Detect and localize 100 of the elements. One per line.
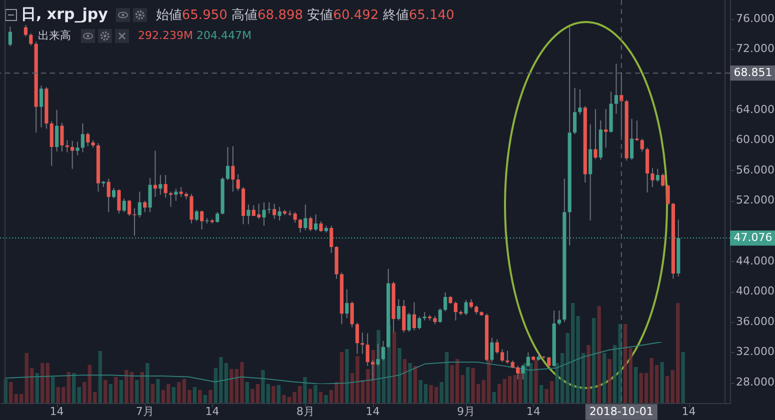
bar: [229, 369, 233, 403]
bar: [466, 367, 470, 403]
candlestick: [278, 206, 282, 221]
bar: [156, 379, 160, 403]
bar: [492, 392, 496, 403]
y-tick-label: 36.000: [736, 314, 774, 328]
candlestick: [148, 178, 152, 213]
candlestick: [65, 140, 69, 153]
annotation: 始値65.950 高値68.898 安値60.492 終値65.140: [156, 8, 454, 23]
bar: [208, 390, 212, 403]
candlestick: [521, 364, 525, 380]
candlestick: [143, 200, 147, 213]
candlestick: [319, 220, 323, 232]
bar: [439, 382, 443, 403]
candlestick: [272, 203, 276, 220]
bar: [140, 372, 144, 403]
candlestick: [314, 214, 318, 232]
candlestick: [117, 188, 121, 214]
candlestick: [226, 146, 230, 181]
candlestick: [650, 168, 654, 188]
candlestick: [168, 191, 173, 208]
candlestick: [578, 88, 582, 115]
bar: [45, 363, 50, 403]
candlestick: [308, 216, 312, 232]
bar: [276, 385, 280, 403]
y-tick-label: 56.000: [736, 163, 774, 176]
bar: [192, 387, 196, 403]
candlestick: [360, 332, 364, 354]
candlestick: [661, 172, 665, 187]
candlestick: [366, 332, 370, 366]
candlestick: [495, 338, 499, 354]
bar: [82, 382, 86, 403]
candlestick: [158, 174, 162, 196]
candlestick: [407, 312, 411, 332]
candlestick: [8, 26, 12, 47]
bar: [171, 387, 176, 403]
candlestick: [350, 300, 354, 328]
bar: [313, 385, 317, 403]
bar: [250, 389, 254, 403]
candlestick: [594, 108, 598, 160]
bar: [586, 345, 590, 403]
y-tick-label: 40.000: [736, 284, 774, 298]
bar: [76, 387, 81, 403]
y-tick-label: 76.000: [736, 12, 774, 25]
candlestick: [194, 209, 198, 222]
candlestick: [267, 202, 271, 214]
candlestick: [500, 348, 504, 363]
x-tick-label: 9月: [457, 405, 476, 418]
bar: [66, 372, 70, 403]
bar: [318, 392, 322, 403]
y-tick-label: 44.000: [736, 254, 774, 268]
candlestick: [174, 188, 178, 202]
candlestick: [474, 304, 478, 315]
x-tick-label: 14: [526, 405, 540, 418]
candlestick: [604, 108, 608, 148]
x-tick-label: 14: [50, 405, 64, 418]
bar: [8, 382, 12, 403]
bar: [602, 353, 606, 403]
candlestick: [231, 146, 235, 192]
y-tick-label: 60.000: [736, 133, 774, 146]
bar: [244, 382, 249, 403]
candlestick: [246, 204, 250, 225]
candlestick: [355, 322, 360, 354]
candlestick: [345, 288, 349, 319]
y-tick-label: 28.000: [736, 376, 774, 389]
candlestick: [55, 109, 59, 152]
candlestick: [138, 191, 142, 218]
candlestick: [190, 193, 194, 224]
bar: [108, 384, 112, 403]
bar: [282, 395, 286, 403]
candlestick: [304, 204, 308, 231]
x-tick-label: 14: [682, 405, 696, 418]
annotation: 292.239M 204.447M: [138, 29, 252, 42]
bar: [34, 373, 39, 403]
candlestick: [443, 292, 448, 312]
bar: [40, 363, 44, 403]
bar: [50, 377, 54, 403]
candlestick: [200, 210, 204, 230]
candlestick: [469, 298, 473, 309]
bar: [114, 377, 118, 403]
bar: [607, 359, 612, 403]
bar: [539, 385, 543, 403]
bar: [150, 384, 154, 403]
candlestick: [179, 186, 183, 198]
bar: [665, 376, 669, 403]
candlestick: [106, 178, 110, 213]
x-tick-label: 14: [366, 405, 380, 418]
candlestick: [76, 141, 80, 156]
candlestick: [39, 85, 44, 128]
candlestick: [330, 225, 334, 254]
bar: [145, 363, 149, 403]
candlestick: [464, 299, 468, 316]
bar: [402, 359, 406, 403]
candlestick: [640, 138, 644, 152]
candlestick: [614, 63, 618, 114]
bar: [397, 348, 401, 403]
candlestick: [506, 350, 510, 364]
bar: [98, 351, 102, 403]
x-tick-label: 7月: [136, 405, 154, 418]
candlestick: [216, 212, 220, 224]
